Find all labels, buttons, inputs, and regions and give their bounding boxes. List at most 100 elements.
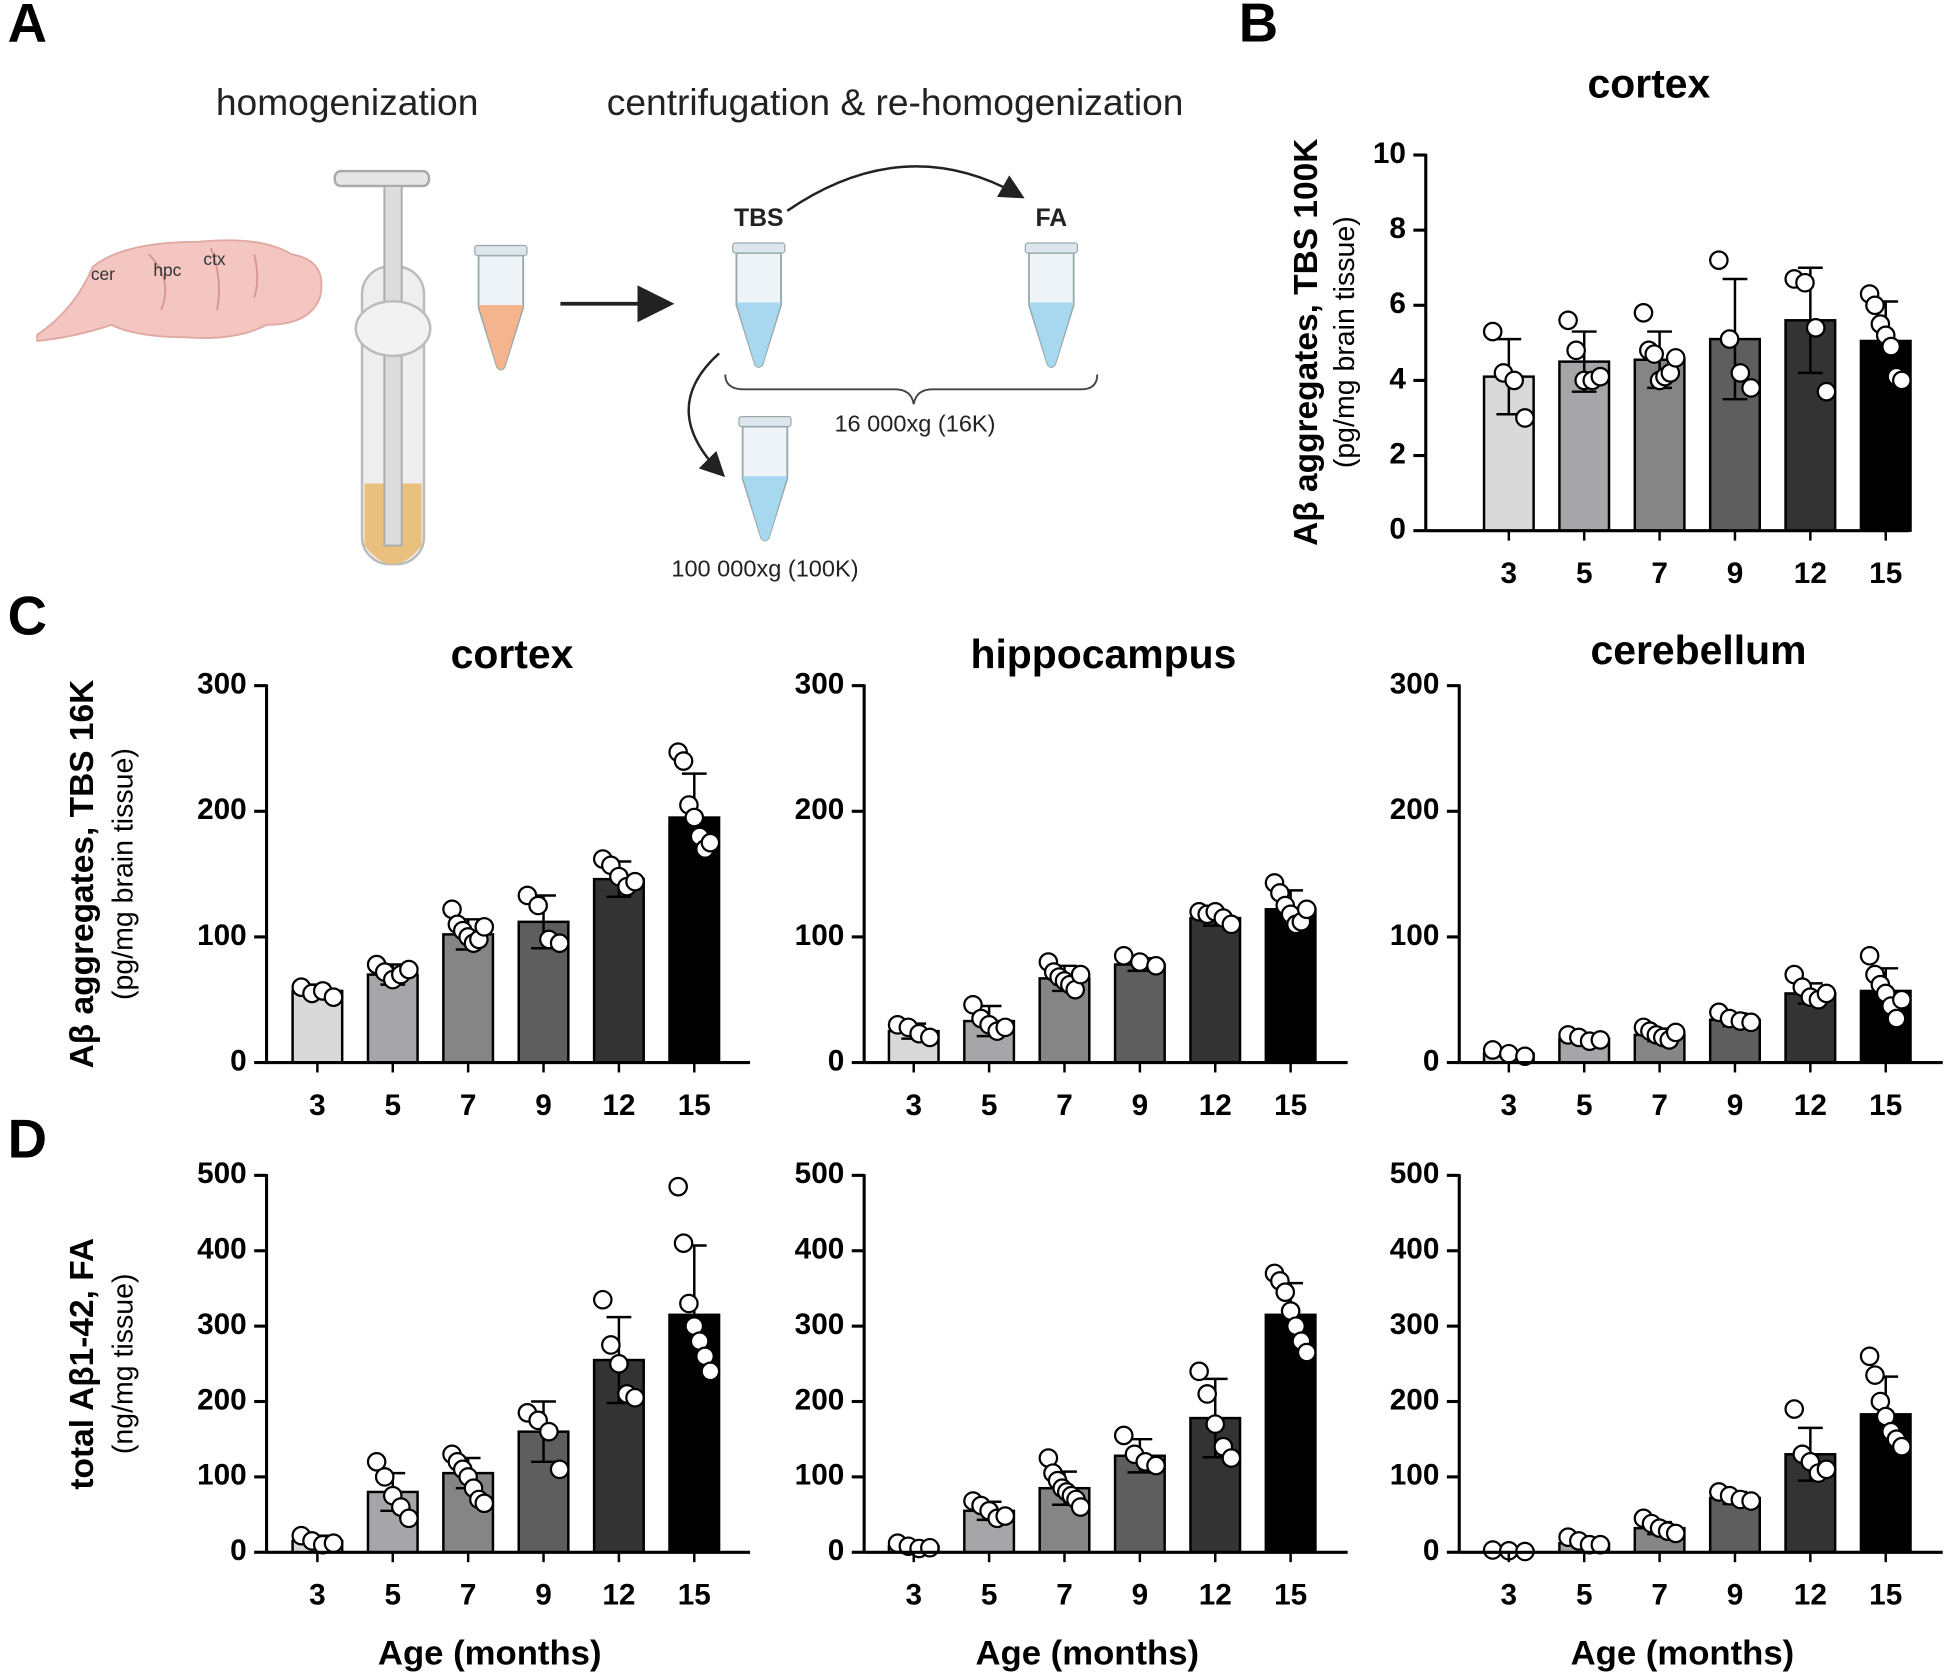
data-point (1730, 363, 1751, 383)
speed-label: 100 000xg (100K) (671, 556, 858, 582)
x-tick-label: 12 (1199, 1579, 1232, 1612)
x-tick-label: 7 (460, 1579, 477, 1612)
bar (442, 933, 495, 1064)
data-point (1816, 381, 1837, 402)
data-point (1482, 321, 1503, 342)
x-tick-label: 5 (1576, 1579, 1593, 1612)
step-title: centrifugation & re-homogenization (607, 81, 1184, 123)
x-tick-label: 15 (678, 1579, 711, 1612)
x-tick-label: 3 (1501, 557, 1518, 590)
data-point (1499, 1043, 1519, 1064)
y-tick-label: 100 (795, 919, 845, 952)
panel-label: A (8, 0, 47, 54)
x-tick-label: 5 (384, 1089, 401, 1122)
bar (1189, 916, 1242, 1064)
x-tick-label: 9 (1727, 557, 1744, 590)
tube-label: FA (1036, 205, 1068, 232)
data-point (1741, 378, 1761, 398)
x-axis-label: Age (months) (975, 1634, 1199, 1672)
data-point (399, 1508, 419, 1529)
data-point (1881, 336, 1901, 357)
x-tick-label: 7 (1056, 1089, 1073, 1122)
data-point (684, 807, 705, 828)
x-tick-label: 3 (1501, 1579, 1518, 1612)
data-point (601, 1335, 621, 1355)
y-tick-label: 300 (1390, 1308, 1440, 1341)
data-point (1590, 366, 1611, 387)
tube (738, 415, 792, 542)
y-tick-label: 4 (1389, 362, 1406, 395)
y-tick-label: 0 (828, 1044, 845, 1077)
data-point (700, 832, 721, 853)
x-tick-label: 15 (1869, 1089, 1902, 1122)
data-point (1784, 1399, 1805, 1419)
x-tick-label: 7 (1651, 1089, 1668, 1122)
diagram: A homogenization centrifugation & re-hom… (8, 0, 1184, 582)
y-tick-label: 100 (1390, 1459, 1440, 1492)
data-point (668, 1176, 688, 1197)
y-tick-label: 6 (1389, 287, 1406, 320)
x-axis-label: Age (months) (378, 1634, 602, 1672)
data-point (1865, 1365, 1885, 1385)
data-point (1665, 1022, 1686, 1043)
chart: cerebellum 3 5 7 9 12 15 0 100 200 300 (1390, 627, 1943, 1122)
data-point (323, 987, 344, 1008)
panel-label: C (8, 585, 47, 646)
y-tick-label: 200 (197, 793, 247, 826)
chart-title: cerebellum (1591, 627, 1807, 673)
y-tick-label: 100 (795, 1459, 845, 1492)
chart-title: cortex (1588, 61, 1711, 107)
data-point (323, 1533, 344, 1554)
x-tick-label: 9 (535, 1579, 552, 1612)
data-point (1665, 1523, 1686, 1544)
x-tick-label: 9 (1132, 1089, 1149, 1122)
x-tick-label: 5 (981, 1579, 998, 1612)
x-tick-label: 9 (1132, 1579, 1149, 1612)
x-tick-label: 15 (678, 1089, 711, 1122)
data-point (1221, 1448, 1242, 1468)
data-point (549, 1459, 570, 1480)
data-point (625, 1387, 645, 1408)
x-tick-label: 3 (309, 1089, 326, 1122)
data-point (1741, 1491, 1761, 1511)
data-point (1296, 899, 1317, 920)
data-point (995, 1506, 1016, 1526)
y-tick-label: 100 (197, 919, 247, 952)
data-point (374, 1467, 395, 1487)
y-tick-label: 400 (1390, 1233, 1440, 1266)
tube (732, 242, 786, 368)
speed-label: 16 000xg (16K) (834, 411, 995, 437)
tube (1024, 242, 1079, 368)
chart: hippocampus 3 5 7 9 12 15 0 100 200 300 (795, 631, 1348, 1122)
panel-label: D (8, 1109, 47, 1170)
data-point (1719, 329, 1740, 349)
data-point (1795, 272, 1815, 293)
x-tick-label: 5 (384, 1579, 401, 1612)
data-point (1859, 1346, 1880, 1367)
data-point (1482, 1540, 1503, 1560)
data-point (1859, 945, 1880, 966)
tube (474, 244, 528, 371)
bracket (724, 374, 1099, 405)
y-tick-label: 400 (795, 1233, 845, 1266)
brain-fold (148, 247, 259, 311)
data-point (1558, 310, 1578, 331)
y-tick-label: 200 (795, 1383, 845, 1416)
bar (1113, 963, 1166, 1064)
chart-title: cortex (451, 631, 574, 677)
y-tick-label: 8 (1389, 212, 1406, 245)
data-point (1566, 340, 1586, 361)
brain (36, 239, 323, 343)
data-point (1892, 370, 1912, 391)
x-tick-label: 9 (535, 1089, 552, 1122)
y-tick-label: 100 (197, 1459, 247, 1492)
data-point (1590, 1030, 1611, 1050)
x-tick-label: 3 (1501, 1089, 1518, 1122)
step-title: homogenization (216, 81, 479, 123)
x-tick-label: 12 (1794, 1089, 1827, 1122)
arrow (786, 165, 1025, 212)
data-point (1070, 1497, 1091, 1517)
